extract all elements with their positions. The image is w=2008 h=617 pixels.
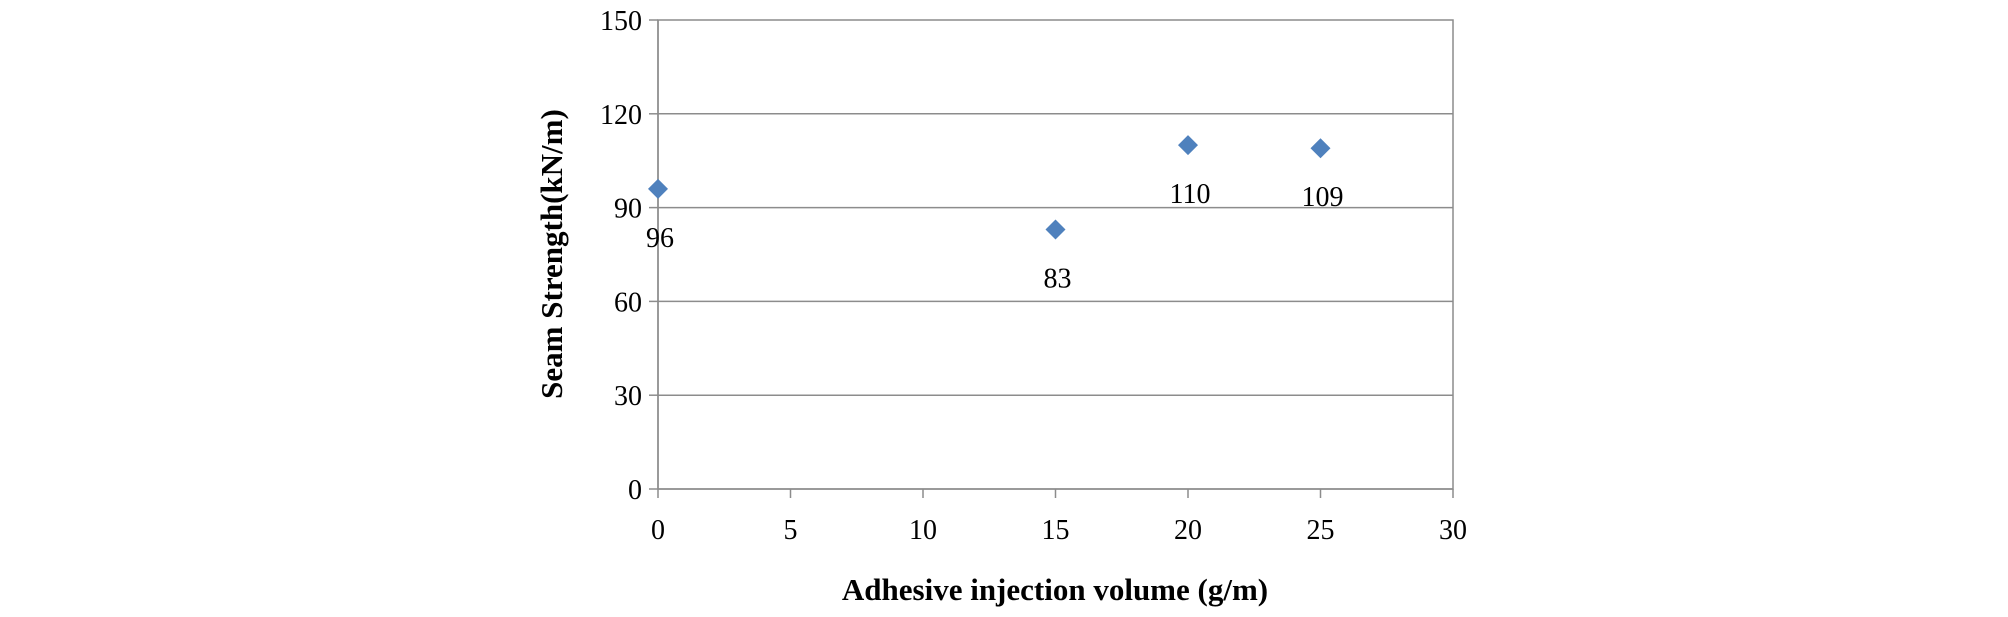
x-axis-title: Adhesive injection volume (g/m) xyxy=(842,572,1268,607)
data-label: 96 xyxy=(646,223,674,254)
y-tick-labels: 0 30 60 90 120 150 xyxy=(600,6,642,506)
data-label: 110 xyxy=(1170,179,1211,210)
x-tick-labels: 0 5 10 15 20 25 30 xyxy=(651,515,1467,546)
x-tick-label: 20 xyxy=(1174,515,1202,546)
x-tick-label: 0 xyxy=(651,515,665,546)
data-label: 109 xyxy=(1302,182,1344,213)
y-tick-label: 30 xyxy=(614,381,642,412)
gridlines xyxy=(658,113,1453,396)
data-label: 83 xyxy=(1044,263,1072,294)
y-tick-label: 120 xyxy=(600,100,642,131)
x-tick-label: 25 xyxy=(1307,515,1335,546)
plot-area xyxy=(657,19,1454,490)
data-labels: 96 83 110 109 xyxy=(646,179,1344,294)
data-point xyxy=(648,178,668,199)
data-point xyxy=(1045,219,1066,240)
x-tick-label: 5 xyxy=(784,515,798,546)
x-tick-label: 10 xyxy=(909,515,937,546)
y-tick-label: 150 xyxy=(600,6,642,37)
data-point xyxy=(1310,138,1331,159)
axes xyxy=(649,19,1454,498)
data-points xyxy=(648,135,1331,240)
x-tick-label: 30 xyxy=(1439,515,1467,546)
y-axis-title: Seam Strength(kN/m) xyxy=(534,109,569,399)
y-tick-label: 60 xyxy=(614,287,642,318)
y-tick-label: 0 xyxy=(628,475,642,506)
data-point xyxy=(1178,135,1198,156)
x-tick-label: 15 xyxy=(1042,515,1070,546)
y-tick-label: 90 xyxy=(614,194,642,225)
